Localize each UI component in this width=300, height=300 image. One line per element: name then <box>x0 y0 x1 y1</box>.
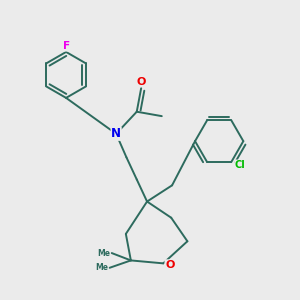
Text: N: N <box>111 127 121 140</box>
Text: Cl: Cl <box>235 160 245 170</box>
Text: Me: Me <box>97 249 110 258</box>
Text: F: F <box>62 41 70 51</box>
Text: Me: Me <box>95 263 108 272</box>
Text: O: O <box>136 77 146 87</box>
Text: O: O <box>165 260 174 270</box>
